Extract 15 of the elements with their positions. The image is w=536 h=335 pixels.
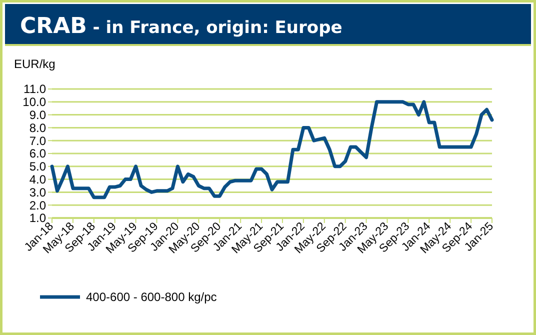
y-tick-label: 1.0	[29, 211, 46, 226]
chart-title: CRAB - in France, origin: Europe	[20, 14, 342, 39]
y-tick-label: 6.0	[29, 146, 46, 161]
y-tick-label: 7.0	[29, 134, 46, 148]
y-tick-label: 8.0	[29, 120, 46, 135]
legend-label: 400-600 - 600-800 kg/pc	[86, 290, 217, 304]
y-tick-label: 2.0	[29, 198, 46, 212]
y-tick-label: 9.0	[29, 108, 46, 122]
line-series	[50, 100, 494, 200]
y-tick-label: 10.0	[22, 95, 46, 110]
y-tick-label: 3.0	[29, 185, 46, 200]
y-tick-label: 5.0	[29, 160, 46, 174]
y-tick-label: 11.0	[24, 82, 46, 96]
y-tick-label: 4.0	[29, 172, 46, 186]
y-axis-title: EUR/kg	[14, 57, 56, 71]
